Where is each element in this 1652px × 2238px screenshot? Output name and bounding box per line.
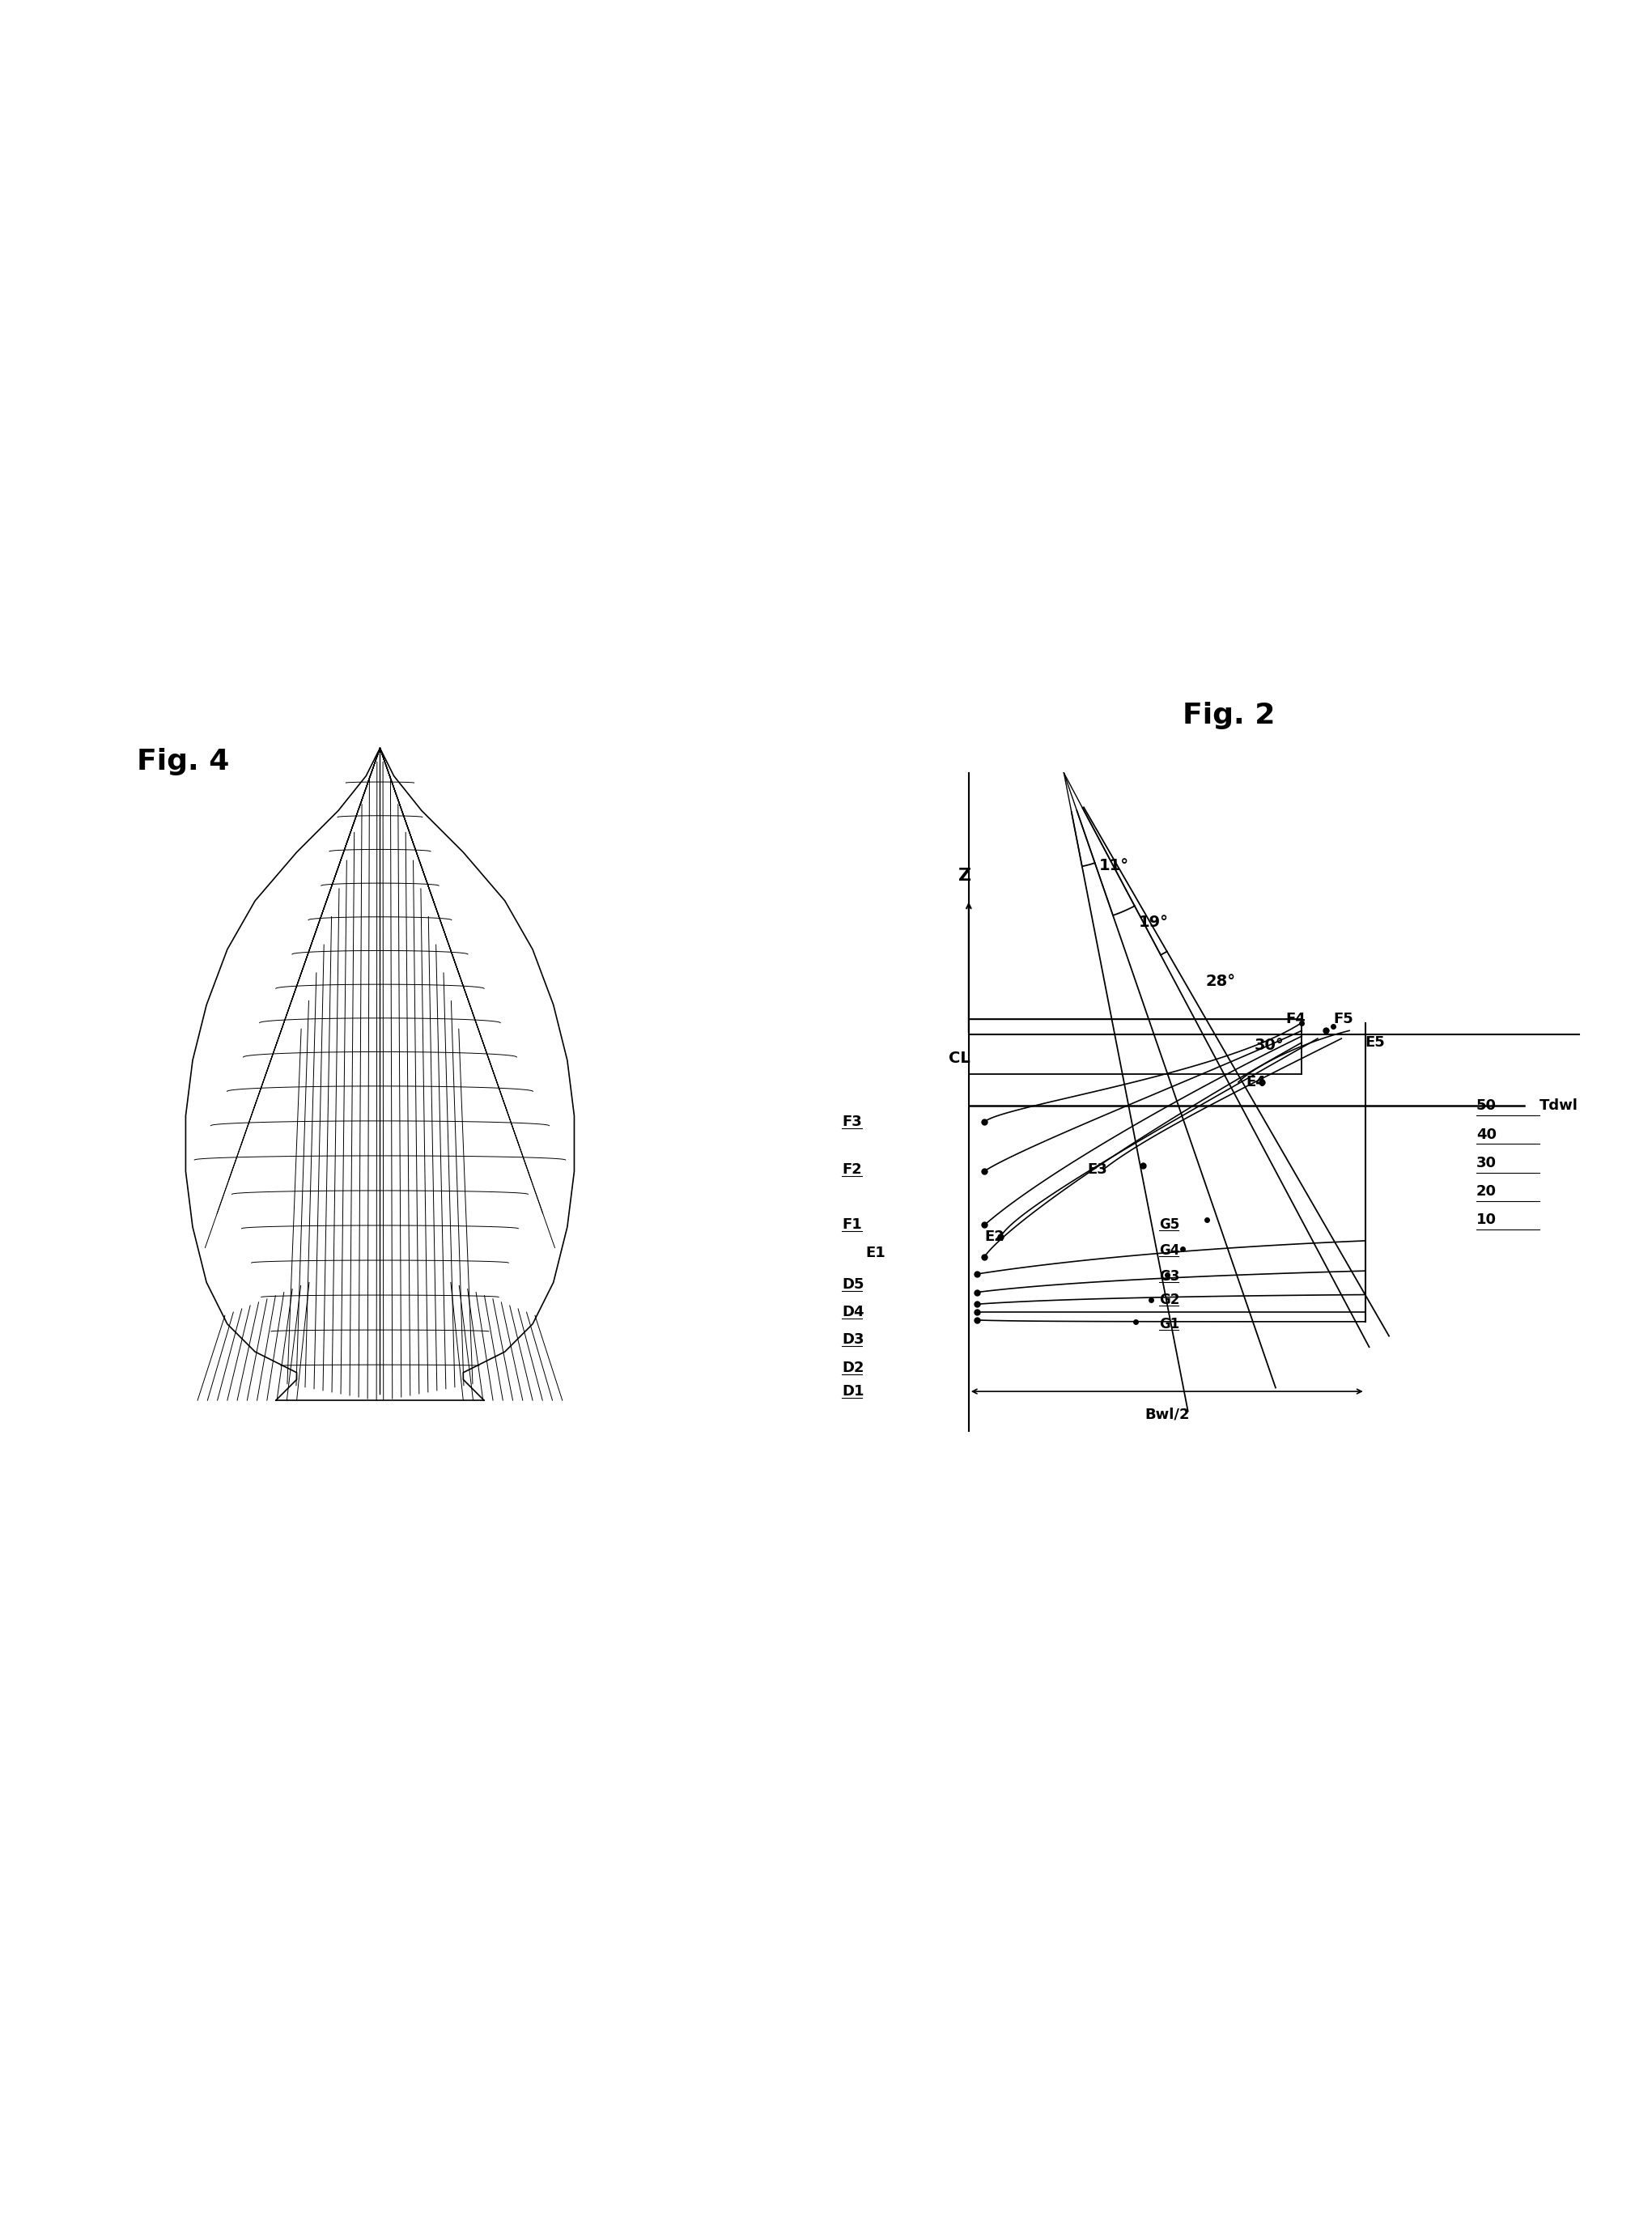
Text: E2: E2: [985, 1229, 1004, 1244]
Text: F1: F1: [843, 1217, 862, 1233]
Text: 20: 20: [1477, 1184, 1497, 1200]
Text: G1: G1: [1160, 1316, 1180, 1332]
Text: Fig. 2: Fig. 2: [1183, 700, 1275, 730]
Text: E4: E4: [1246, 1074, 1267, 1090]
Text: F5: F5: [1333, 1012, 1353, 1025]
Text: F2: F2: [843, 1162, 862, 1177]
Text: D1: D1: [843, 1383, 864, 1399]
Text: G3: G3: [1160, 1269, 1180, 1285]
Text: D5: D5: [843, 1278, 864, 1291]
Text: 19°: 19°: [1138, 915, 1170, 929]
Text: 30°: 30°: [1254, 1038, 1284, 1054]
Text: E5: E5: [1365, 1036, 1386, 1050]
Text: D4: D4: [843, 1305, 864, 1320]
Text: Z: Z: [958, 868, 971, 884]
Text: 30: 30: [1477, 1155, 1497, 1170]
Text: D3: D3: [843, 1332, 864, 1347]
Text: 50: 50: [1477, 1099, 1497, 1112]
Text: Bwl/2: Bwl/2: [1145, 1408, 1189, 1421]
Text: G2: G2: [1160, 1294, 1180, 1307]
Text: F4: F4: [1285, 1012, 1307, 1025]
Text: F3: F3: [843, 1115, 862, 1130]
Text: G5: G5: [1160, 1217, 1180, 1233]
Text: E1: E1: [866, 1244, 885, 1260]
Text: 11°: 11°: [1099, 859, 1128, 873]
Text: CL: CL: [948, 1050, 971, 1065]
Text: E3: E3: [1087, 1162, 1108, 1177]
Text: Tdwl: Tdwl: [1540, 1099, 1578, 1112]
Text: G4: G4: [1160, 1242, 1180, 1258]
Text: 10: 10: [1477, 1213, 1497, 1226]
Text: Fig. 4: Fig. 4: [137, 747, 230, 777]
Text: 40: 40: [1477, 1128, 1497, 1141]
Text: 28°: 28°: [1206, 974, 1236, 989]
Text: D2: D2: [843, 1361, 864, 1374]
